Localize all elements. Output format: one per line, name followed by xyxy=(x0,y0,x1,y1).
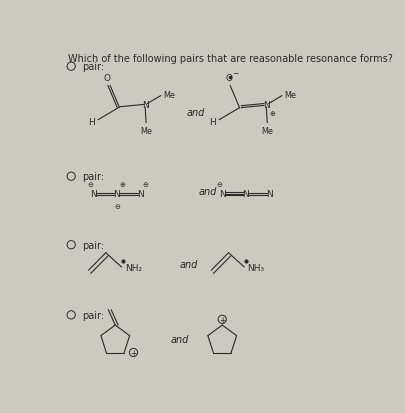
Text: N: N xyxy=(262,100,269,109)
Text: N: N xyxy=(141,101,148,110)
Text: pair:: pair: xyxy=(82,240,104,250)
Text: NH₃: NH₃ xyxy=(247,263,264,273)
Text: and: and xyxy=(179,259,198,269)
Text: −: − xyxy=(232,69,239,78)
Text: Me: Me xyxy=(284,91,296,100)
Text: pair:: pair: xyxy=(82,310,104,320)
Text: ⊖: ⊖ xyxy=(216,181,222,187)
Text: ⊕: ⊕ xyxy=(269,111,275,117)
Text: ⊖: ⊖ xyxy=(87,181,94,187)
Text: N: N xyxy=(242,190,249,199)
Text: Me: Me xyxy=(163,91,175,100)
Text: N: N xyxy=(218,190,225,199)
Text: Me: Me xyxy=(261,127,273,136)
Text: Me: Me xyxy=(140,127,151,136)
Text: O: O xyxy=(104,74,111,82)
Text: Which of the following pairs that are reasonable resonance forms?: Which of the following pairs that are re… xyxy=(68,55,392,64)
Text: pair:: pair: xyxy=(82,62,104,72)
Text: H: H xyxy=(209,118,215,126)
Text: and: and xyxy=(170,334,188,344)
Text: N: N xyxy=(137,190,143,199)
Text: and: and xyxy=(186,108,204,118)
Text: H: H xyxy=(88,118,95,126)
Text: NH₂: NH₂ xyxy=(124,263,141,273)
Text: ⊖: ⊖ xyxy=(114,203,119,209)
Text: +: + xyxy=(130,348,136,357)
Text: N: N xyxy=(265,190,272,199)
Text: N: N xyxy=(90,190,96,199)
Text: pair:: pair: xyxy=(82,172,104,182)
Text: ⊕: ⊕ xyxy=(119,181,125,187)
Text: ⊖: ⊖ xyxy=(142,181,148,187)
Text: and: and xyxy=(198,186,217,196)
Text: +: + xyxy=(219,315,225,324)
Text: N: N xyxy=(113,190,120,199)
Text: O: O xyxy=(224,74,231,82)
